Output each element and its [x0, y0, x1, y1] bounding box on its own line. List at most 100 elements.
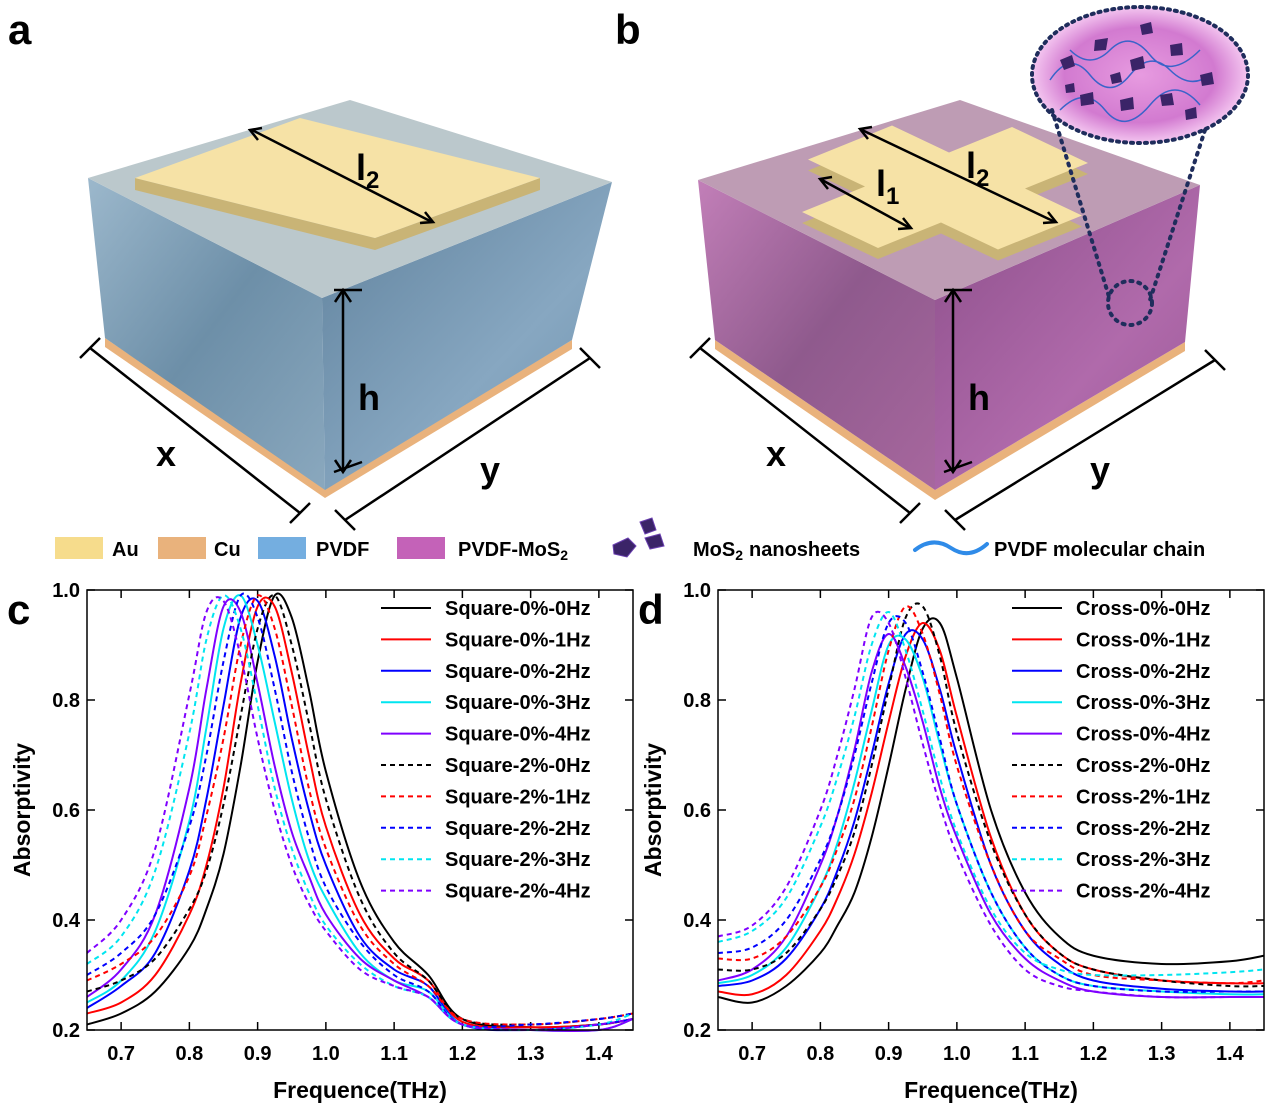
legend-label: Square-0%-3Hz: [445, 692, 591, 714]
inset: [1030, 5, 1250, 327]
dim-label: l2: [356, 147, 379, 194]
data-line: [718, 605, 1264, 985]
legend-label: Cross-2%-2Hz: [1076, 818, 1210, 840]
au-cross: [802, 125, 1088, 250]
chart: c 0.2 0.4 0.6 0.8 1.0 0.7 0.8 0.9 1.0 1.1 1.2 1.3 1.4…: [7, 580, 634, 1103]
legend-label: Cross-2%-1Hz: [1076, 786, 1210, 808]
x-tick-label: 1.4: [1216, 1043, 1245, 1065]
data-line: [718, 629, 1264, 993]
data-line: [87, 592, 633, 1029]
data-line: [718, 610, 1264, 999]
data-line: [718, 633, 1264, 999]
legend-swatch: [397, 537, 445, 559]
y-tick-label: 0.2: [52, 1020, 80, 1042]
x-tick-label: 0.9: [244, 1043, 272, 1065]
dim-label: l2: [966, 145, 989, 192]
pvdf-left-face: [88, 178, 325, 490]
plot-frame: [86, 589, 634, 1031]
y-tick-label: 1.0: [683, 580, 711, 602]
x-axis-label: Frequence(THz): [904, 1077, 1078, 1103]
data-line: [87, 594, 633, 1026]
legend-label: Square-0%-2Hz: [445, 661, 591, 683]
legend-swatch: [55, 537, 103, 559]
x-tick-label: 1.3: [1148, 1043, 1176, 1065]
legend-label: Square-0%-1Hz: [445, 629, 591, 651]
materials-legend: Au Cu PVDF PVDF-MoS2 MoS2 nanosheets PVDF…: [55, 517, 1205, 563]
x-axis-label: Frequence(THz): [273, 1077, 447, 1103]
legend-label: Cu: [214, 539, 241, 561]
x-tick-label: 0.7: [738, 1043, 766, 1065]
x-tick-label: 1.1: [380, 1043, 408, 1065]
dim-label: h: [968, 377, 990, 418]
x-tick-label: 1.0: [943, 1043, 971, 1065]
legend-label: Square-0%-4Hz: [445, 724, 591, 746]
x-tick-label: 1.2: [448, 1043, 476, 1065]
data-line: [718, 611, 1264, 977]
x-tick-label: 0.9: [875, 1043, 903, 1065]
data-line: [87, 592, 633, 1029]
legend-label: Square-2%-3Hz: [445, 849, 591, 871]
y-tick-label: 0.6: [683, 800, 711, 822]
y-tick-label: 0.6: [52, 800, 80, 822]
pvdf-right-face: [322, 182, 612, 490]
chain-icon: [913, 540, 989, 556]
x-tick-label: 1.4: [585, 1043, 614, 1065]
data-line: [718, 617, 1264, 1004]
panel-label: a: [8, 6, 32, 53]
y-tick-label: 0.8: [683, 690, 711, 712]
dim-label: y: [480, 449, 500, 490]
dim-label: x: [156, 433, 176, 474]
x-tick-label: 1.0: [312, 1043, 340, 1065]
x-tick-label: 0.8: [806, 1043, 834, 1065]
x-tick-label: 0.7: [107, 1043, 135, 1065]
data-line: [87, 594, 633, 1026]
legend-label: Square-2%-2Hz: [445, 818, 591, 840]
legend-label: PVDF-MoS2: [458, 539, 568, 563]
legend-label: Cross-2%-3Hz: [1076, 849, 1210, 871]
dimension-lines: [79, 126, 601, 531]
y-tick-label: 0.2: [683, 1020, 711, 1042]
legend-label: Cross-0%-2Hz: [1076, 661, 1210, 683]
diagram-b: b: [615, 5, 1250, 531]
panel-label: b: [615, 6, 641, 53]
legend-label: Au: [112, 539, 139, 561]
y-axis-label: Absorptivity: [640, 743, 666, 877]
legend-label: Cross-0%-0Hz: [1076, 598, 1210, 620]
data-line: [718, 615, 1264, 993]
diagram-a: a l2 h x y: [8, 6, 612, 531]
pvdf-mos2-left-face: [698, 180, 935, 490]
legend-label: Cross-2%-0Hz: [1076, 755, 1210, 777]
legend-label: Square-2%-1Hz: [445, 786, 591, 808]
y-tick-label: 0.8: [52, 690, 80, 712]
legend-label: MoS2 nanosheets: [693, 539, 860, 563]
data-line: [87, 596, 633, 1032]
legend-label: PVDF molecular chain: [994, 539, 1205, 561]
x-tick-label: 0.8: [175, 1043, 203, 1065]
nanosheet-icon: [612, 517, 665, 558]
data-line: [87, 596, 633, 1029]
plot-frame: [717, 589, 1265, 1031]
legend-label: Cross-2%-4Hz: [1076, 881, 1210, 903]
legend-label: PVDF: [316, 539, 369, 561]
x-tick-label: 1.2: [1079, 1043, 1107, 1065]
pvdf-mos2-right-face: [935, 185, 1200, 490]
data-line: [718, 602, 1264, 988]
x-tick-label: 1.1: [1011, 1043, 1039, 1065]
data-line: [87, 594, 633, 1032]
au-plate: [135, 118, 540, 238]
y-tick-label: 0.4: [683, 910, 712, 932]
y-tick-label: 0.4: [52, 910, 81, 932]
chart: d 0.2 0.4 0.6 0.8 1.0 0.7 0.8 0.9 1.0 1.1 1.2 1.3 1.4…: [638, 580, 1265, 1103]
x-tick-label: 1.3: [517, 1043, 545, 1065]
legend-label: Cross-0%-3Hz: [1076, 692, 1210, 714]
panel-label: c: [7, 586, 30, 633]
legend-label: Cross-0%-4Hz: [1076, 724, 1210, 746]
dim-label: l1: [876, 163, 899, 210]
legend-label: Square-0%-0Hz: [445, 598, 591, 620]
dim-label: y: [1090, 449, 1110, 490]
legend-label: Square-2%-4Hz: [445, 881, 591, 903]
panel-label: d: [638, 586, 664, 633]
legend-swatch: [258, 537, 306, 559]
au-edge: [135, 178, 540, 250]
